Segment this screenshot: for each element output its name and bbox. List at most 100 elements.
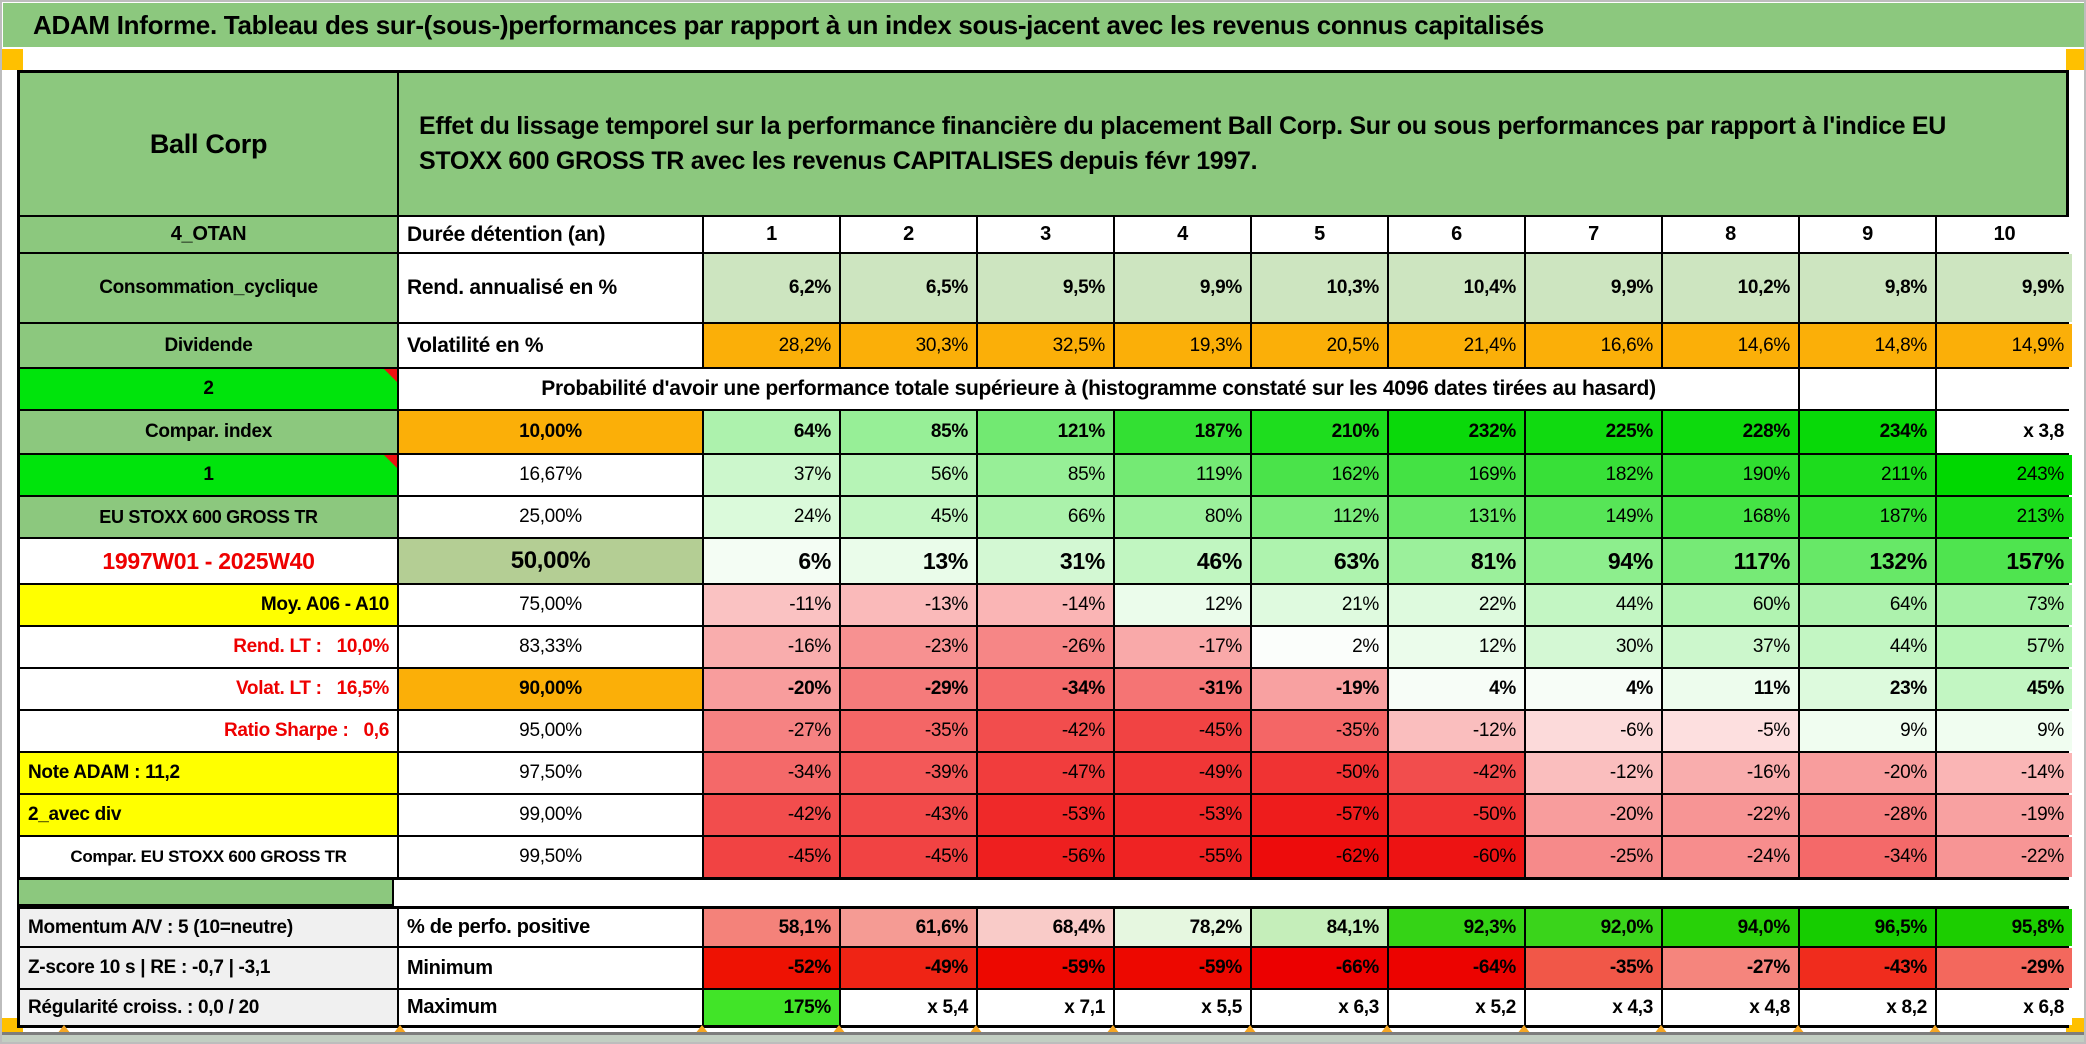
value-cell[interactable]: 132% xyxy=(1798,539,1935,583)
value-cell[interactable]: 4 xyxy=(1113,217,1250,252)
value-cell[interactable]: 210% xyxy=(1250,411,1387,453)
value-cell[interactable]: 19,3% xyxy=(1113,324,1250,367)
value-cell[interactable]: 78,2% xyxy=(1113,909,1250,946)
value-cell[interactable]: 121% xyxy=(976,411,1113,453)
rend-lt-label[interactable]: Rend. LT : 10,0% xyxy=(20,627,397,667)
compar-index-full-label[interactable]: Compar. EU STOXX 600 GROSS TR xyxy=(20,837,397,877)
percentile-90-label[interactable]: 90,00% xyxy=(397,669,702,709)
volat-lt-label[interactable]: Volat. LT : 16,5% xyxy=(20,669,397,709)
value-cell[interactable]: 23% xyxy=(1798,669,1935,709)
value-cell[interactable]: 211% xyxy=(1798,455,1935,495)
minimum-label[interactable]: Minimum xyxy=(397,948,702,988)
avec-div-label[interactable]: 2_avec div xyxy=(20,795,397,835)
rank-2-cell[interactable]: 2 xyxy=(20,369,397,409)
value-cell[interactable]: x 4,3 xyxy=(1524,990,1661,1025)
value-cell[interactable]: 21% xyxy=(1250,585,1387,625)
value-cell[interactable]: 119% xyxy=(1113,455,1250,495)
value-cell[interactable]: 64% xyxy=(1798,585,1935,625)
value-cell[interactable]: 63% xyxy=(1250,539,1387,583)
value-cell[interactable]: -50% xyxy=(1387,795,1524,835)
value-cell[interactable]: 9,5% xyxy=(976,254,1113,322)
empty-cell[interactable] xyxy=(1935,369,2072,409)
value-cell[interactable]: -27% xyxy=(1661,948,1798,988)
percentile-16-label[interactable]: 16,67% xyxy=(397,455,702,495)
value-cell[interactable]: -29% xyxy=(1935,948,2072,988)
value-cell[interactable]: 190% xyxy=(1661,455,1798,495)
value-cell[interactable]: -23% xyxy=(839,627,976,667)
value-cell[interactable]: 8 xyxy=(1661,217,1798,252)
value-cell[interactable]: 6,2% xyxy=(702,254,839,322)
value-cell[interactable]: 58,1% xyxy=(702,909,839,946)
value-cell[interactable]: 7 xyxy=(1524,217,1661,252)
value-cell[interactable]: -45% xyxy=(1113,711,1250,751)
value-cell[interactable]: 21,4% xyxy=(1387,324,1524,367)
value-cell[interactable]: -57% xyxy=(1250,795,1387,835)
value-cell[interactable]: 6% xyxy=(702,539,839,583)
value-cell[interactable]: 10,3% xyxy=(1250,254,1387,322)
value-cell[interactable]: x 4,8 xyxy=(1661,990,1798,1025)
value-cell[interactable]: -16% xyxy=(1661,753,1798,793)
value-cell[interactable]: 187% xyxy=(1798,497,1935,537)
value-cell[interactable]: 4% xyxy=(1524,669,1661,709)
value-cell[interactable]: 28,2% xyxy=(702,324,839,367)
value-cell[interactable]: -43% xyxy=(839,795,976,835)
sector-label[interactable]: Consommation_cyclique xyxy=(20,254,397,322)
positive-perf-label[interactable]: % de perfo. positive xyxy=(397,909,702,946)
value-cell[interactable]: 12% xyxy=(1387,627,1524,667)
zscore-label[interactable]: Z-score 10 s | RE : -0,7 | -3,1 xyxy=(20,948,397,988)
value-cell[interactable]: -6% xyxy=(1524,711,1661,751)
maximum-label[interactable]: Maximum xyxy=(397,990,702,1025)
value-cell[interactable]: -19% xyxy=(1250,669,1387,709)
value-cell[interactable]: 9,9% xyxy=(1113,254,1250,322)
value-cell[interactable]: -49% xyxy=(839,948,976,988)
value-cell[interactable]: 64% xyxy=(702,411,839,453)
value-cell[interactable]: 3 xyxy=(976,217,1113,252)
value-cell[interactable]: 44% xyxy=(1524,585,1661,625)
value-cell[interactable]: 9,9% xyxy=(1524,254,1661,322)
value-cell[interactable]: 234% xyxy=(1798,411,1935,453)
value-cell[interactable]: -52% xyxy=(702,948,839,988)
value-cell[interactable]: 1 xyxy=(702,217,839,252)
value-cell[interactable]: -16% xyxy=(702,627,839,667)
value-cell[interactable]: -5% xyxy=(1661,711,1798,751)
value-cell[interactable]: 162% xyxy=(1250,455,1387,495)
value-cell[interactable]: -20% xyxy=(1524,795,1661,835)
value-cell[interactable]: 131% xyxy=(1387,497,1524,537)
value-cell[interactable]: -66% xyxy=(1250,948,1387,988)
compar-index-label[interactable]: Compar. index xyxy=(20,411,397,453)
value-cell[interactable]: -27% xyxy=(702,711,839,751)
value-cell[interactable]: 5 xyxy=(1250,217,1387,252)
value-cell[interactable]: 96,5% xyxy=(1798,909,1935,946)
value-cell[interactable]: 44% xyxy=(1798,627,1935,667)
value-cell[interactable]: -56% xyxy=(976,837,1113,877)
value-cell[interactable]: 73% xyxy=(1935,585,2072,625)
value-cell[interactable]: 32,5% xyxy=(976,324,1113,367)
value-cell[interactable]: 13% xyxy=(839,539,976,583)
value-cell[interactable]: -34% xyxy=(976,669,1113,709)
value-cell[interactable]: -20% xyxy=(702,669,839,709)
value-cell[interactable]: 4% xyxy=(1387,669,1524,709)
dividend-label[interactable]: Dividende xyxy=(20,324,397,367)
rank-1-cell[interactable]: 1 xyxy=(20,455,397,495)
value-cell[interactable]: -28% xyxy=(1798,795,1935,835)
value-cell[interactable]: -53% xyxy=(1113,795,1250,835)
percentile-95-label[interactable]: 95,00% xyxy=(397,711,702,751)
value-cell[interactable]: 31% xyxy=(976,539,1113,583)
value-cell[interactable]: -60% xyxy=(1387,837,1524,877)
value-cell[interactable]: -53% xyxy=(976,795,1113,835)
value-cell[interactable]: -17% xyxy=(1113,627,1250,667)
value-cell[interactable]: 10 xyxy=(1935,217,2072,252)
percentile-50-label[interactable]: 50,00% xyxy=(397,539,702,583)
moy-a06-a10-label[interactable]: Moy. A06 - A10 xyxy=(20,585,397,625)
value-cell[interactable]: x 8,2 xyxy=(1798,990,1935,1025)
percentile-25-label[interactable]: 25,00% xyxy=(397,497,702,537)
value-cell[interactable]: 225% xyxy=(1524,411,1661,453)
value-cell[interactable]: 92,0% xyxy=(1524,909,1661,946)
value-cell[interactable]: 157% xyxy=(1935,539,2072,583)
value-cell[interactable]: 45% xyxy=(1935,669,2072,709)
value-cell[interactable]: x 6,8 xyxy=(1935,990,2072,1025)
value-cell[interactable]: 57% xyxy=(1935,627,2072,667)
value-cell[interactable]: 46% xyxy=(1113,539,1250,583)
value-cell[interactable]: 66% xyxy=(976,497,1113,537)
value-cell[interactable]: 45% xyxy=(839,497,976,537)
